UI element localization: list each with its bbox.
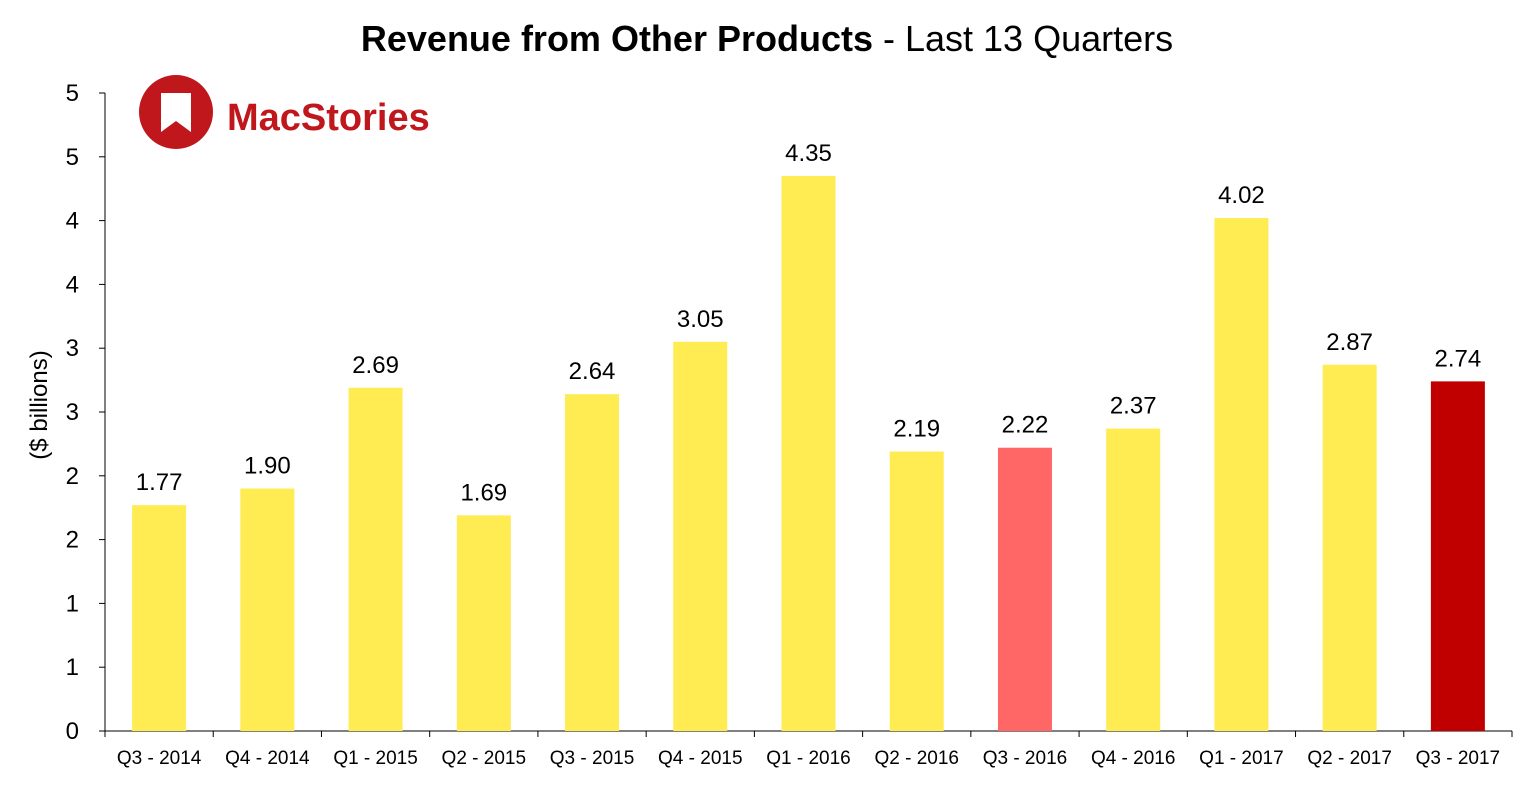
x-tick-label: Q4 - 2014: [225, 748, 310, 769]
y-tick-label: 3: [66, 335, 79, 362]
y-tick-label: 1: [66, 590, 79, 617]
y-tick-label: 2: [66, 527, 79, 554]
bar: [889, 451, 944, 731]
logo-text: MacStories: [227, 97, 430, 139]
bar: [132, 505, 187, 731]
bar: [781, 175, 836, 731]
bookmark-icon: [161, 93, 191, 132]
data-label: 4.02: [1218, 182, 1265, 209]
title-bold: Revenue from Other Products: [360, 18, 873, 59]
data-label: 2.19: [893, 416, 940, 443]
data-label: 1.69: [460, 479, 507, 506]
chart-title: Revenue from Other Products - Last 13 Qu…: [0, 18, 1534, 60]
data-label: 2.22: [1002, 412, 1049, 439]
data-label: 2.64: [569, 358, 616, 385]
data-label: 2.69: [352, 352, 399, 379]
title-rest: - Last 13 Quarters: [872, 18, 1174, 59]
y-tick-label: 1: [66, 654, 79, 681]
bar: [1106, 428, 1161, 731]
x-tick-label: Q3 - 2016: [983, 748, 1068, 769]
x-tick-label: Q4 - 2016: [1091, 748, 1176, 769]
bar: [1322, 364, 1377, 731]
y-tick-label: 4: [66, 208, 79, 235]
y-tick-label: 4: [66, 271, 79, 298]
x-tick-label: Q1 - 2015: [333, 748, 418, 769]
y-tick-label: 2: [66, 463, 79, 490]
bar: [565, 394, 620, 731]
bar: [348, 387, 403, 731]
x-tick-label: Q3 - 2014: [117, 748, 202, 769]
data-label: 1.77: [136, 469, 183, 496]
bar: [997, 447, 1052, 731]
data-label: 2.74: [1435, 345, 1482, 372]
data-label: 2.87: [1326, 329, 1373, 356]
data-label: 1.90: [244, 453, 291, 480]
x-tick-label: Q2 - 2016: [874, 748, 959, 769]
bar: [456, 515, 511, 731]
y-tick-label: 0: [66, 718, 79, 745]
bar: [673, 341, 728, 731]
x-tick-label: Q1 - 2016: [766, 748, 851, 769]
x-tick-label: Q3 - 2017: [1416, 748, 1501, 769]
x-tick-label: Q2 - 2017: [1307, 748, 1392, 769]
y-tick-label: 5: [66, 144, 79, 171]
y-tick-label: 5: [66, 80, 79, 107]
x-tick-label: Q2 - 2015: [442, 748, 527, 769]
x-tick-label: Q4 - 2015: [658, 748, 743, 769]
x-tick-label: Q1 - 2017: [1199, 748, 1284, 769]
data-label: 3.05: [677, 306, 724, 333]
y-tick-label: 3: [66, 399, 79, 426]
bar: [1430, 381, 1485, 731]
bar: [1214, 218, 1269, 732]
data-label: 2.37: [1110, 393, 1157, 420]
bar: [240, 488, 295, 731]
macstories-logo: MacStories: [139, 75, 430, 149]
data-label: 4.35: [785, 140, 832, 167]
x-tick-label: Q3 - 2015: [550, 748, 635, 769]
